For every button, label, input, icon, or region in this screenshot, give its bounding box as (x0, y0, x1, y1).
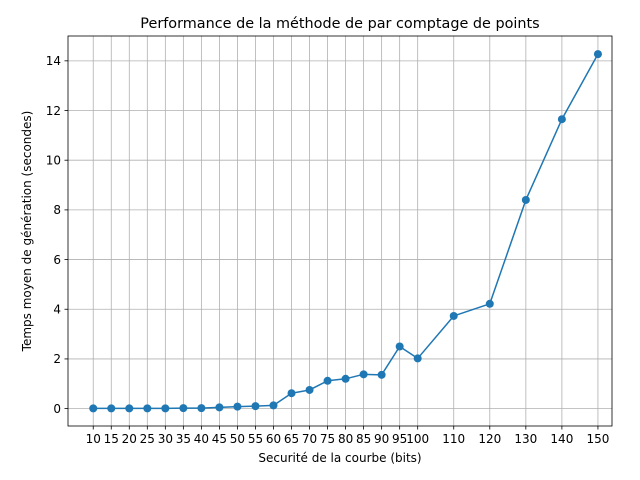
data-point (125, 404, 134, 413)
data-point (233, 402, 242, 411)
x-tick-label: 150 (586, 432, 609, 446)
chart-title: Performance de la méthode de par comptag… (140, 16, 539, 32)
x-tick-label: 15 (104, 432, 119, 446)
data-point (161, 404, 170, 413)
data-point (557, 115, 566, 124)
data-point (449, 311, 458, 320)
y-tick-label: 6 (53, 253, 61, 267)
data-point (413, 354, 422, 363)
x-tick-label: 85 (356, 432, 371, 446)
x-tick-label: 80 (338, 432, 353, 446)
data-point (377, 370, 386, 379)
y-tick-label: 4 (53, 303, 61, 317)
x-tick-label: 130 (514, 432, 537, 446)
x-tick-label: 40 (194, 432, 209, 446)
x-tick-label: 70 (302, 432, 317, 446)
x-tick-label: 30 (158, 432, 173, 446)
data-point (341, 374, 350, 383)
x-tick-label: 55 (248, 432, 263, 446)
x-tick-label: 65 (284, 432, 299, 446)
y-tick-label: 12 (46, 104, 61, 118)
data-point (359, 370, 368, 379)
x-tick-label: 10 (86, 432, 101, 446)
data-point (485, 299, 494, 308)
y-tick-label: 8 (53, 203, 61, 217)
data-point (215, 403, 224, 412)
x-tick-label: 90 (374, 432, 389, 446)
x-tick-label: 140 (550, 432, 573, 446)
x-tick-label: 120 (478, 432, 501, 446)
data-point (143, 404, 152, 413)
x-tick-label: 95 (392, 432, 407, 446)
x-axis-title: Securité de la courbe (bits) (258, 451, 421, 465)
x-tick-label: 45 (212, 432, 227, 446)
x-tick-label: 35 (176, 432, 191, 446)
data-point (197, 404, 206, 413)
data-point (395, 342, 404, 351)
y-tick-label: 14 (46, 54, 61, 68)
grid (68, 36, 612, 426)
x-tick-label: 25 (140, 432, 155, 446)
x-tick-label: 50 (230, 432, 245, 446)
data-point (287, 389, 296, 398)
y-tick-label: 10 (46, 154, 61, 168)
x-tick-label: 75 (320, 432, 335, 446)
data-point (305, 385, 314, 394)
data-point (107, 404, 116, 413)
y-tick-label: 0 (53, 402, 61, 416)
x-tick-label: 100 (406, 432, 429, 446)
plot-frame (67, 35, 613, 427)
data-point (521, 195, 530, 204)
data-point (89, 404, 98, 413)
y-axis-title: Temps moyen de génération (secondes) (20, 111, 34, 353)
data-point (251, 402, 260, 411)
series (89, 50, 602, 413)
data-point (593, 50, 602, 59)
data-point (323, 376, 332, 385)
data-point (179, 404, 188, 413)
x-tick-label: 110 (442, 432, 465, 446)
data-point (269, 401, 278, 410)
y-tick-label: 2 (53, 352, 61, 366)
x-tick-label: 20 (122, 432, 137, 446)
x-tick-label: 60 (266, 432, 281, 446)
